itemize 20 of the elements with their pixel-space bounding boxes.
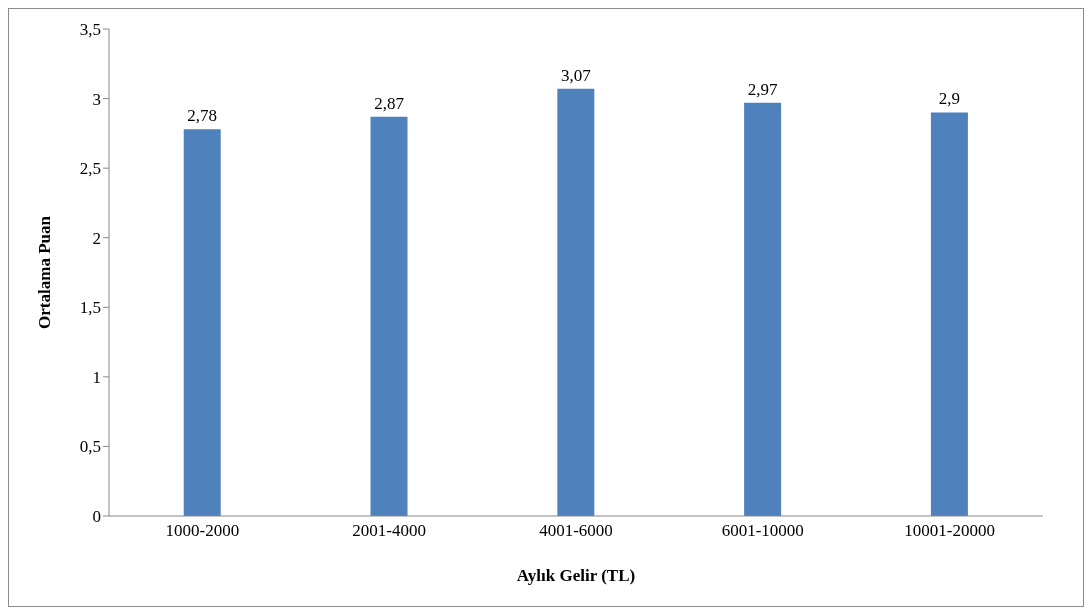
- y-tick-label: 1: [92, 367, 101, 387]
- y-tick-label: 2,5: [79, 159, 101, 179]
- data-label: 2,78: [187, 106, 218, 126]
- x-tick-label: 2001-4000: [352, 521, 427, 541]
- data-label: 3,07: [560, 65, 592, 85]
- data-label: 2,9: [938, 89, 961, 109]
- y-tick-label: 2: [92, 228, 101, 248]
- y-tick-label: 0,5: [79, 437, 101, 457]
- x-tick-label: 4001-6000: [539, 521, 613, 541]
- y-tick-label: 0: [92, 507, 101, 527]
- x-tick-label: 6001-10000: [721, 521, 804, 541]
- y-tick-label: 3: [92, 89, 101, 109]
- x-tick-label: 10001-20000: [904, 521, 995, 541]
- x-tick-label: 1000-2000: [165, 521, 240, 541]
- data-label: 2,87: [374, 93, 405, 113]
- data-label: 2,97: [747, 79, 778, 99]
- y-axis-title: Ortalama Puan: [35, 215, 55, 329]
- y-tick-label: 1,5: [79, 298, 101, 318]
- x-axis-title: Aylık Gelir (TL): [516, 566, 636, 585]
- y-tick-label: 3,5: [79, 20, 101, 40]
